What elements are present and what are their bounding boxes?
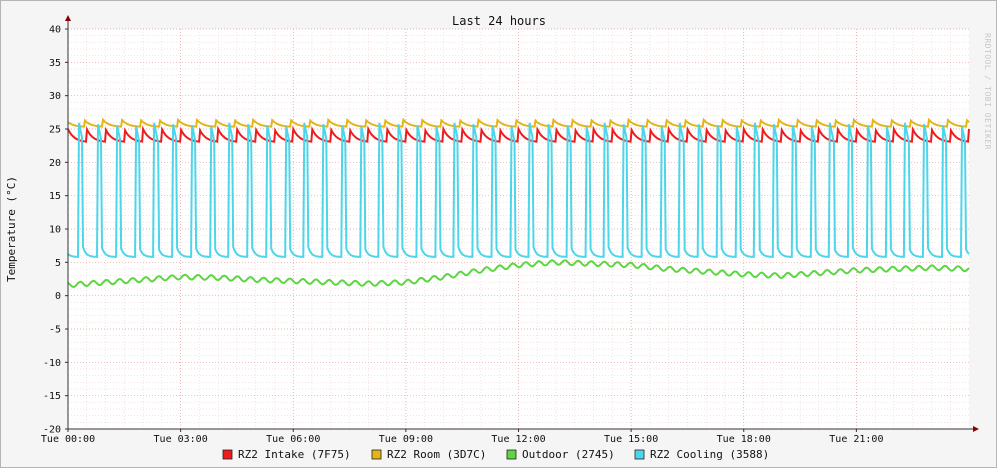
x-tick-label: Tue 03:00 [154, 434, 208, 445]
x-tick-label: Tue 06:00 [266, 434, 320, 445]
y-tick-label: -20 [43, 425, 61, 436]
axes [65, 15, 979, 432]
x-tick-label: Tue 21:00 [829, 434, 883, 445]
x-axis-arrow [973, 426, 979, 432]
series-line-4 [67, 122, 970, 259]
series-line-1 [67, 125, 970, 143]
legend-swatch [371, 449, 382, 460]
y-tick-label: 35 [49, 58, 61, 69]
y-tick-label: 0 [55, 291, 61, 302]
legend-label: RZ2 Intake (7F75) [238, 448, 351, 461]
x-tick-label: Tue 15:00 [604, 434, 658, 445]
legend-swatch [634, 449, 645, 460]
legend-label: Outdoor (2745) [522, 448, 615, 461]
y-tick-label: 20 [49, 158, 61, 169]
y-tick-label: 25 [49, 125, 61, 136]
y-tick-label: -10 [43, 358, 61, 369]
grid [67, 28, 969, 430]
y-tick-label: -5 [49, 325, 61, 336]
legend-swatch [222, 449, 233, 460]
y-axis-arrow [65, 15, 71, 21]
y-tick-label: 40 [49, 25, 61, 36]
legend-swatch [506, 449, 517, 460]
series-line-2 [67, 117, 970, 128]
y-axis-label: Temperature (°C) [5, 176, 18, 282]
chart-title: Last 24 hours [452, 14, 546, 28]
series-line-3 [67, 259, 970, 288]
legend-label: RZ2 Room (3D7C) [387, 448, 486, 461]
y-tick-label: 5 [55, 258, 61, 269]
x-tick-label: Tue 09:00 [379, 434, 433, 445]
rrdtool-watermark: RRDTOOL / TOBI OETIKER [983, 33, 992, 150]
y-tick-label: 30 [49, 91, 61, 102]
x-tick-label: Tue 00:00 [41, 434, 95, 445]
y-tick-label: -15 [43, 391, 61, 402]
legend-label: RZ2 Cooling (3588) [650, 448, 769, 461]
y-tick-label: 15 [49, 191, 61, 202]
x-tick-label: Tue 12:00 [491, 434, 545, 445]
series-lines [67, 117, 970, 288]
legend: RZ2 Intake (7F75) RZ2 Room (3D7C) Outdoor … [222, 448, 769, 461]
y-tick-label: 10 [49, 225, 61, 236]
x-tick-label: Tue 18:00 [717, 434, 771, 445]
